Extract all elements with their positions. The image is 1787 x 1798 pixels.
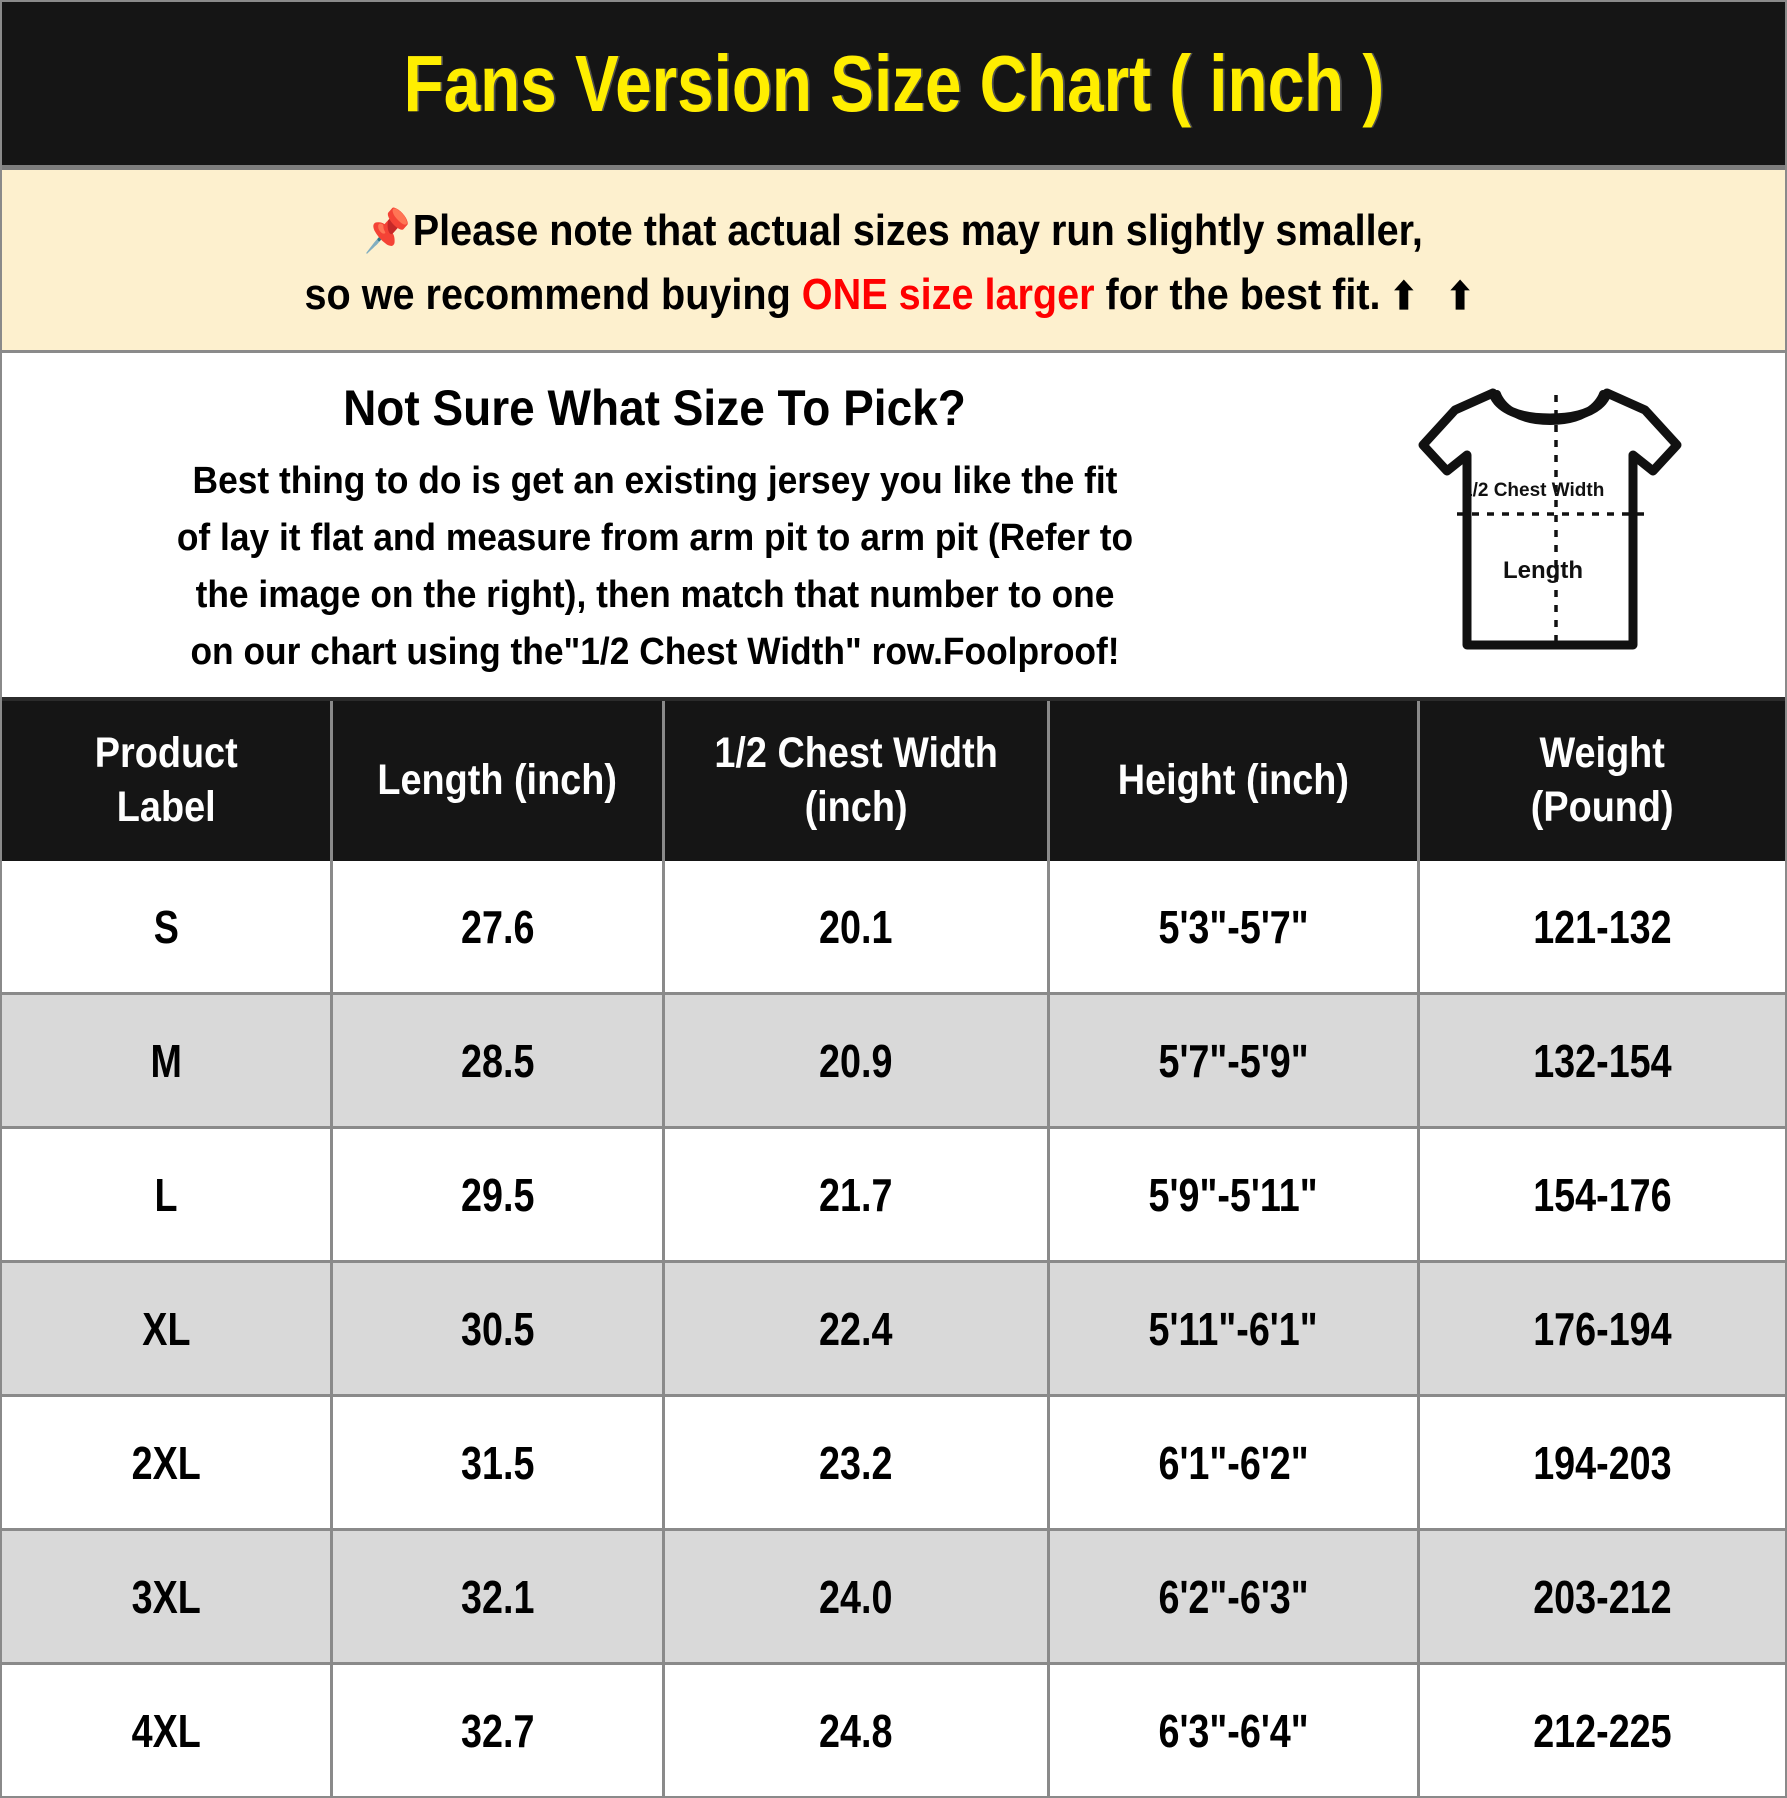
cell-length: 32.1 — [333, 1531, 665, 1662]
column-header-height: Height (inch) — [1050, 701, 1420, 861]
cell-chest-width: 22.4 — [665, 1263, 1050, 1394]
cell-length: 29.5 — [333, 1129, 665, 1260]
cell-chest-width: 21.7 — [665, 1129, 1050, 1260]
cell-weight: 203-212 — [1533, 1570, 1672, 1623]
table-row: M 28.5 20.9 5'7"-5'9" 132-154 — [2, 995, 1785, 1129]
column-header-product-label: Product Label — [2, 701, 333, 861]
cell-length: 31.5 — [333, 1397, 665, 1528]
cell-product-label: M — [2, 995, 333, 1126]
table-row: S 27.6 20.1 5'3"-5'7" 121-132 — [2, 861, 1785, 995]
column-header-line: Length (inch) — [377, 756, 618, 805]
tshirt-measure-illustration: 1/2 Chest Width Length — [1418, 388, 1682, 650]
tshirt-diagram: 1/2 Chest Width Length — [1315, 353, 1785, 697]
tshirt-body-shape — [1418, 388, 1682, 650]
column-header-chest-width: 1/2 Chest Width (inch) — [665, 701, 1050, 861]
cell-length: 27.6 — [333, 861, 665, 992]
pushpin-icon: 📌 — [363, 207, 412, 255]
cell-weight: 121-132 — [1533, 900, 1672, 953]
cell-length: 28.5 — [333, 995, 665, 1126]
column-header-line: 1/2 Chest Width — [714, 729, 998, 778]
cell-chest-width: 20.1 — [665, 861, 1050, 992]
cell-length: 30.5 — [333, 1263, 665, 1394]
cell-weight: 194-203 — [1533, 1436, 1672, 1489]
table-row: 2XL 31.5 23.2 6'1"-6'2" 194-203 — [2, 1397, 1785, 1531]
up-arrow-icon: ⬆ ⬆ — [1389, 276, 1483, 318]
cell-chest-width: 20.9 — [665, 995, 1050, 1126]
table-row: 3XL 32.1 24.0 6'2"-6'3" 203-212 — [2, 1531, 1785, 1665]
sizing-help-text: Not Sure What Size To Pick? Best thing t… — [2, 353, 1315, 697]
cell-height: 6'1"-6'2" — [1050, 1397, 1420, 1528]
chart-title-bar: Fans Version Size Chart ( inch ) — [2, 2, 1785, 170]
table-row: L 29.5 21.7 5'9"-5'11" 154-176 — [2, 1129, 1785, 1263]
column-header-line: (Pound) — [1531, 783, 1674, 831]
cell-height: 6'3"-6'4" — [1050, 1665, 1420, 1796]
cell-product-label: L — [2, 1129, 333, 1260]
note-line-2: so we recommend buying ONE size larger f… — [304, 263, 1483, 327]
column-header-line: Label — [116, 783, 216, 831]
tshirt-collar-shape — [1493, 390, 1607, 426]
cell-height: 5'3"-5'7" — [1050, 861, 1420, 992]
table-row: 4XL 32.7 24.8 6'3"-6'4" 212-225 — [2, 1665, 1785, 1796]
cell-weight: 176-194 — [1533, 1302, 1672, 1355]
sizing-help-heading: Not Sure What Size To Pick? — [343, 380, 966, 436]
note-line-2-prefix: so we recommend buying — [304, 270, 802, 319]
cell-weight: 132-154 — [1533, 1034, 1672, 1087]
cell-height: 5'11"-6'1" — [1050, 1263, 1420, 1394]
cell-weight: 154-176 — [1533, 1168, 1672, 1221]
cell-product-label: 2XL — [2, 1397, 333, 1528]
sizing-help-body: Best thing to do is get an existing jers… — [176, 460, 1133, 673]
chest-width-label: 1/2 Chest Width — [1462, 480, 1604, 501]
page-title: Fans Version Size Chart ( inch ) — [403, 38, 1384, 128]
column-header-length: Length (inch) — [333, 701, 665, 861]
column-header-line: (inch) — [804, 783, 908, 831]
cell-product-label: S — [2, 861, 333, 992]
sizing-help-section: Not Sure What Size To Pick? Best thing t… — [2, 353, 1785, 701]
cell-chest-width: 24.8 — [665, 1665, 1050, 1796]
cell-chest-width: 23.2 — [665, 1397, 1050, 1528]
table-header-row: Product Label Length (inch) 1/2 Chest Wi… — [2, 701, 1785, 861]
note-line-1: 📌Please note that actual sizes may run s… — [364, 199, 1423, 263]
cell-chest-width: 24.0 — [665, 1531, 1050, 1662]
note-emphasis: ONE size larger — [801, 270, 1095, 319]
cell-weight: 212-225 — [1533, 1704, 1672, 1757]
size-note-banner: 📌Please note that actual sizes may run s… — [2, 170, 1785, 353]
cell-height: 5'9"-5'11" — [1050, 1129, 1420, 1260]
size-table: Product Label Length (inch) 1/2 Chest Wi… — [2, 701, 1785, 1796]
column-header-line: Weight — [1539, 729, 1666, 778]
column-header-line: Height (inch) — [1117, 756, 1350, 805]
cell-product-label: 3XL — [2, 1531, 333, 1662]
note-line-1-text: Please note that actual sizes may run sl… — [412, 206, 1424, 256]
cell-height: 6'2"-6'3" — [1050, 1531, 1420, 1662]
column-header-line: Product — [94, 729, 238, 778]
column-header-weight: Weight (Pound) — [1420, 701, 1785, 861]
cell-product-label: XL — [2, 1263, 333, 1394]
cell-product-label: 4XL — [2, 1665, 333, 1796]
cell-length: 32.7 — [333, 1665, 665, 1796]
length-label: Length — [1503, 557, 1583, 584]
cell-height: 5'7"-5'9" — [1050, 995, 1420, 1126]
note-line-2-suffix: for the best fit. — [1094, 270, 1381, 319]
table-row: XL 30.5 22.4 5'11"-6'1" 176-194 — [2, 1263, 1785, 1397]
